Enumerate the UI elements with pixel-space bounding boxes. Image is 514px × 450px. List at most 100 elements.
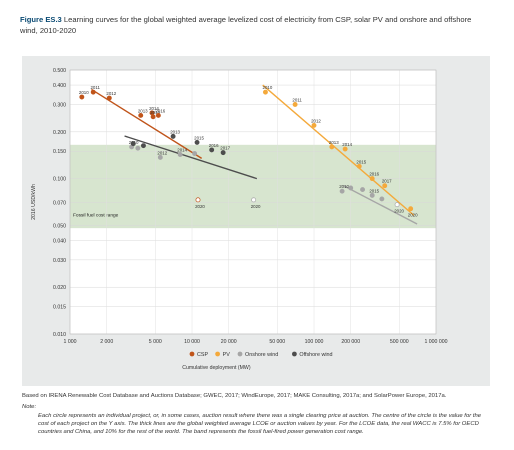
note-label: Note: <box>22 404 37 411</box>
y-tick-label: 0.020 <box>53 285 66 291</box>
data-point <box>356 163 362 169</box>
figure-title: Learning curves for the global weighted … <box>20 15 472 35</box>
plot-border <box>69 69 437 335</box>
data-point <box>292 102 298 107</box>
data-point <box>339 188 345 194</box>
x-tick-label: 10 000 <box>184 339 200 345</box>
x-tick-label: 20 000 <box>221 339 237 345</box>
y-tick-label: 0.200 <box>53 130 66 136</box>
legend-label: Offshore wind <box>299 352 332 358</box>
point-label: 2013 <box>329 140 339 145</box>
data-point <box>394 202 400 208</box>
point-label: 2014 <box>342 142 352 147</box>
data-point <box>192 151 198 156</box>
data-point <box>150 114 156 120</box>
data-point <box>157 154 163 160</box>
legend-label: CSP <box>197 352 208 358</box>
point-label: 2014 <box>149 106 159 111</box>
legend-marker <box>292 351 297 357</box>
data-point <box>348 185 354 191</box>
data-point <box>329 144 335 150</box>
data-point <box>251 197 257 203</box>
data-point <box>220 150 226 156</box>
legend-label: Onshore wind <box>245 352 278 358</box>
fossil-fuel-band <box>70 144 436 229</box>
point-label: 2014 <box>177 147 187 152</box>
x-tick-label: 200 000 <box>341 339 360 345</box>
x-tick-label: 1 000 <box>64 339 77 345</box>
legend-label: PV <box>223 352 231 358</box>
x-tick-label: 5 000 <box>149 339 162 345</box>
x-tick-label: 500 000 <box>390 339 409 345</box>
figure-caption: Figure ES.3 Learning curves for the glob… <box>20 14 490 36</box>
point-label: 2016 <box>209 143 219 148</box>
data-point <box>90 89 96 95</box>
y-axis-label: 2016 USD/kWh <box>31 184 37 220</box>
point-label: 2010 <box>339 184 349 189</box>
x-tick-label: 100 000 <box>305 339 324 345</box>
point-label: 2013 <box>138 108 148 113</box>
y-tick-label: 0.100 <box>53 177 66 183</box>
point-label: 2016 <box>155 108 165 113</box>
point-label: 2013 <box>170 129 180 134</box>
point-label: 2017 <box>382 179 392 184</box>
point-label: 2012 <box>311 118 321 123</box>
point-label: 2020 <box>251 204 261 209</box>
point-label: 2020 <box>408 213 418 218</box>
x-tick-label: 50 000 <box>269 339 285 345</box>
note-text: Each circle represents an individual pro… <box>38 412 482 436</box>
legend-marker <box>237 351 243 357</box>
data-point <box>369 192 375 198</box>
trend-line <box>91 88 203 159</box>
point-label: 2017 <box>220 146 230 151</box>
y-tick-label: 0.040 <box>53 238 66 244</box>
data-point <box>141 143 146 149</box>
learning-curve-chart: Fossil fuel cost range 0.010 0.015 0.020 0.0… <box>31 68 448 371</box>
legend-marker <box>215 351 221 357</box>
trend-line <box>262 84 415 216</box>
point-label: 2020 <box>195 204 205 209</box>
point-label: 2015 <box>369 188 379 193</box>
y-tick-label: 0.030 <box>53 258 66 264</box>
y-tick-label: 0.050 <box>53 223 66 229</box>
data-point <box>138 112 144 118</box>
data-point <box>155 112 161 118</box>
data-point <box>360 187 365 193</box>
figure-label: Figure ES.3 <box>20 15 62 24</box>
point-label: 2012 <box>157 150 167 155</box>
data-point <box>408 206 414 212</box>
y-tick-label: 0.400 <box>53 83 66 89</box>
legend-marker <box>189 351 195 357</box>
point-label: 2012 <box>106 91 116 96</box>
y-tick-label: 0.500 <box>53 68 66 74</box>
point-label: 2020 <box>394 209 404 214</box>
data-point <box>194 139 200 145</box>
y-tick-label: 0.150 <box>53 149 66 155</box>
data-point <box>79 94 85 100</box>
y-tick-label: 0.070 <box>53 201 66 207</box>
chart-panel: Fossil fuel cost range 0.010 0.015 0.020 0.0… <box>22 56 490 386</box>
data-point <box>311 122 317 128</box>
point-label: 2015 <box>194 135 204 140</box>
data-point <box>382 183 388 189</box>
point-label: 2015 <box>150 110 160 115</box>
source-note: Based on IRENA Renewable Cost Database a… <box>22 393 447 399</box>
point-label: 2016 <box>369 172 379 177</box>
x-tick-label: 2 000 <box>100 339 113 345</box>
data-point <box>170 133 176 139</box>
data-point <box>177 152 183 157</box>
data-point <box>135 145 141 151</box>
data-point <box>195 197 201 203</box>
trend-line <box>124 135 258 180</box>
y-tick-label: 0.010 <box>53 332 66 338</box>
point-label: 2010 <box>79 90 89 95</box>
point-label: 2011 <box>292 97 302 102</box>
data-point <box>263 89 268 95</box>
y-tick-label: 0.015 <box>53 305 66 311</box>
point-label: 2011 <box>90 85 100 90</box>
fossil-band-label: Fossil fuel cost range <box>73 213 119 219</box>
point-label: 2010 <box>263 85 273 90</box>
point-label: 2015 <box>356 159 366 164</box>
data-point <box>369 176 375 182</box>
data-point <box>209 147 215 153</box>
